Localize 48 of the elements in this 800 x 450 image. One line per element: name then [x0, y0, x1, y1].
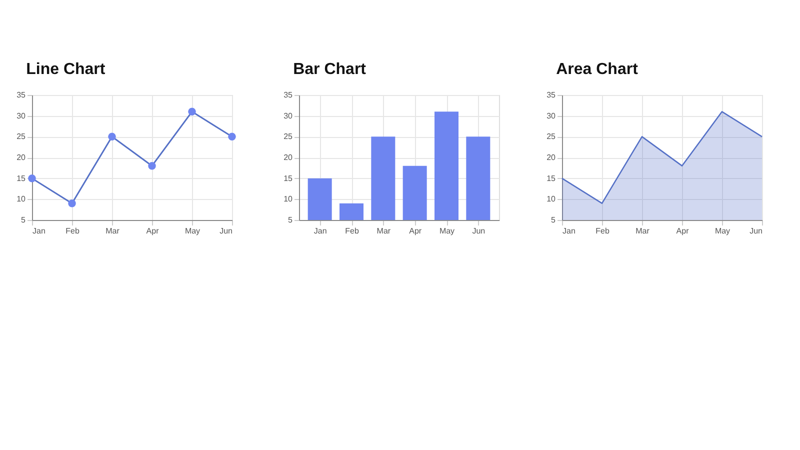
y-tick-label: 30 — [16, 111, 26, 120]
x-tick-label: Apr — [146, 226, 160, 236]
y-tick-label: 25 — [546, 132, 556, 142]
y-tick-label: 20 — [546, 153, 556, 162]
x-tick-label: Jun — [472, 226, 486, 236]
y-tick-label: 10 — [16, 194, 26, 204]
y-tick-label: 20 — [16, 153, 26, 162]
y-tick-label: 25 — [16, 132, 26, 142]
chart-title: Area Chart — [556, 61, 639, 78]
x-tick-label: May — [439, 226, 455, 236]
point — [228, 132, 236, 141]
y-tick-label: 5 — [21, 216, 26, 224]
y-tick-label: 35 — [16, 90, 26, 100]
x-tick-label: Mar — [636, 226, 650, 236]
y-tick-label: 35 — [284, 90, 294, 100]
point — [28, 174, 36, 182]
y-tick-label: 15 — [546, 174, 556, 183]
x-tick-label: Jun — [220, 226, 232, 236]
y-tick-label: 15 — [16, 174, 26, 183]
x-tick-label: May — [714, 226, 730, 236]
chart-title: Bar Chart — [293, 61, 367, 78]
y-tick-label: 25 — [284, 132, 294, 142]
x-tick-label: Jun — [750, 226, 762, 236]
point — [188, 108, 196, 116]
y-tick-label: 10 — [284, 194, 294, 204]
y-tick-label: 20 — [284, 153, 294, 162]
x-tick-label: Mar — [376, 226, 391, 236]
chart-title: Line Chart — [26, 61, 106, 78]
x-tick-label: May — [184, 226, 200, 236]
point — [148, 162, 156, 170]
y-tick-label: 5 — [288, 216, 294, 224]
y-tick-label: 35 — [546, 90, 556, 100]
x-tick-label: Feb — [66, 226, 80, 236]
y-tick-label: 15 — [284, 174, 294, 183]
x-tick-label: Feb — [596, 226, 610, 236]
x-tick-label: Jan — [562, 226, 576, 236]
point — [68, 199, 76, 208]
x-tick-label: Mar — [106, 226, 120, 236]
y-tick-label: 30 — [546, 111, 556, 120]
x-tick-label: Feb — [345, 226, 360, 236]
x-tick-label: Jan — [314, 226, 327, 236]
y-tick-label: 5 — [551, 216, 556, 224]
x-tick-label: Apr — [676, 226, 690, 236]
point — [108, 132, 116, 141]
y-tick-label: 10 — [546, 194, 556, 204]
x-tick-label: Jan — [32, 226, 46, 236]
y-tick-label: 30 — [284, 111, 294, 120]
x-tick-label: Apr — [409, 226, 422, 236]
